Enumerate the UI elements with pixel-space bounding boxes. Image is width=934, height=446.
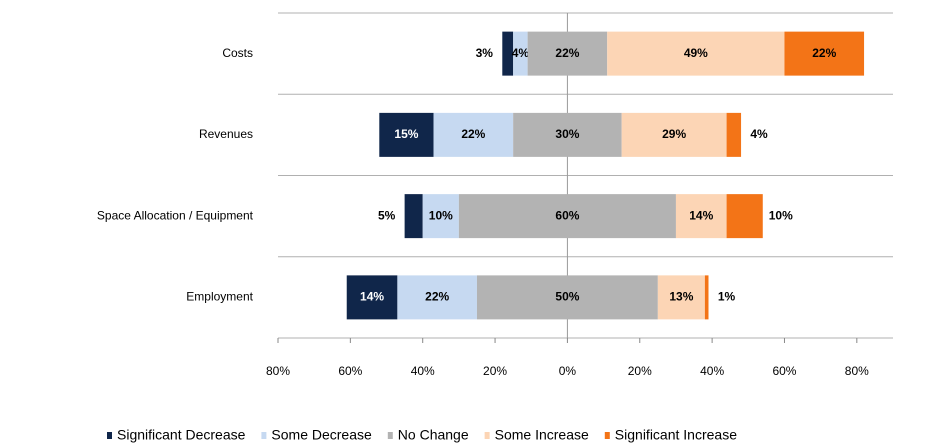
x-tick-label: 20% bbox=[628, 364, 652, 378]
value-label: 15% bbox=[394, 127, 418, 141]
category-label: Space Allocation / Equipment bbox=[97, 208, 254, 222]
x-tick-label: 60% bbox=[772, 364, 796, 378]
bar-segment bbox=[379, 112, 434, 157]
bar-segment bbox=[458, 194, 676, 239]
legend-label: No Change bbox=[398, 427, 469, 443]
bar-segment bbox=[513, 31, 528, 76]
legend-label: Some Decrease bbox=[271, 427, 372, 443]
value-label: 22% bbox=[461, 127, 485, 141]
bar-segment bbox=[346, 275, 398, 320]
value-label: 13% bbox=[669, 290, 693, 304]
x-tick-label: 0% bbox=[559, 364, 577, 378]
legend-label: Some Increase bbox=[495, 427, 589, 443]
value-label: 1% bbox=[718, 290, 736, 304]
value-label: 49% bbox=[684, 46, 708, 60]
value-label: 50% bbox=[555, 290, 579, 304]
legend-swatch bbox=[484, 432, 490, 439]
x-tick-label: 40% bbox=[411, 364, 435, 378]
legend-swatch bbox=[107, 432, 112, 439]
legend-label: Significant Decrease bbox=[117, 427, 246, 443]
bar-segment bbox=[657, 275, 705, 320]
bar-segment bbox=[704, 275, 709, 320]
value-label: 14% bbox=[689, 208, 713, 222]
legend-swatch bbox=[261, 432, 267, 439]
bar-segment bbox=[397, 275, 477, 320]
bar-segment bbox=[784, 31, 865, 76]
value-label: 29% bbox=[662, 127, 686, 141]
bar-segment bbox=[726, 112, 742, 157]
value-label: 22% bbox=[425, 290, 449, 304]
value-label: 10% bbox=[429, 208, 453, 222]
legend-label: Significant Increase bbox=[615, 427, 737, 443]
bar-segment bbox=[476, 275, 658, 320]
bar-segment bbox=[513, 112, 622, 157]
bar-segment bbox=[502, 31, 514, 76]
category-label: Costs bbox=[222, 46, 253, 60]
legend-swatch bbox=[604, 432, 610, 439]
bar-segment bbox=[433, 112, 514, 157]
bar-segment bbox=[527, 31, 608, 76]
bar-segment bbox=[726, 194, 763, 239]
value-label: 3% bbox=[476, 46, 494, 60]
legend-swatch bbox=[387, 432, 393, 439]
x-tick-label: 60% bbox=[338, 364, 362, 378]
bar-segment bbox=[607, 31, 785, 76]
category-label: Employment bbox=[186, 290, 253, 304]
value-label: 4% bbox=[512, 46, 530, 60]
x-tick-label: 80% bbox=[266, 364, 290, 378]
value-label: 30% bbox=[555, 127, 579, 141]
x-tick-label: 80% bbox=[845, 364, 869, 378]
x-tick-label: 40% bbox=[700, 364, 724, 378]
value-label: 22% bbox=[555, 46, 579, 60]
category-label: Revenues bbox=[199, 127, 253, 141]
bar-segment bbox=[621, 112, 727, 157]
value-label: 60% bbox=[555, 208, 579, 222]
value-label: 4% bbox=[750, 127, 768, 141]
value-label: 22% bbox=[812, 46, 836, 60]
value-label: 5% bbox=[378, 208, 396, 222]
bar-segment bbox=[675, 194, 727, 239]
x-tick-label: 20% bbox=[483, 364, 507, 378]
bar-segment bbox=[404, 194, 423, 239]
bar-segment bbox=[422, 194, 459, 239]
value-label: 14% bbox=[360, 290, 384, 304]
value-label: 10% bbox=[769, 208, 793, 222]
